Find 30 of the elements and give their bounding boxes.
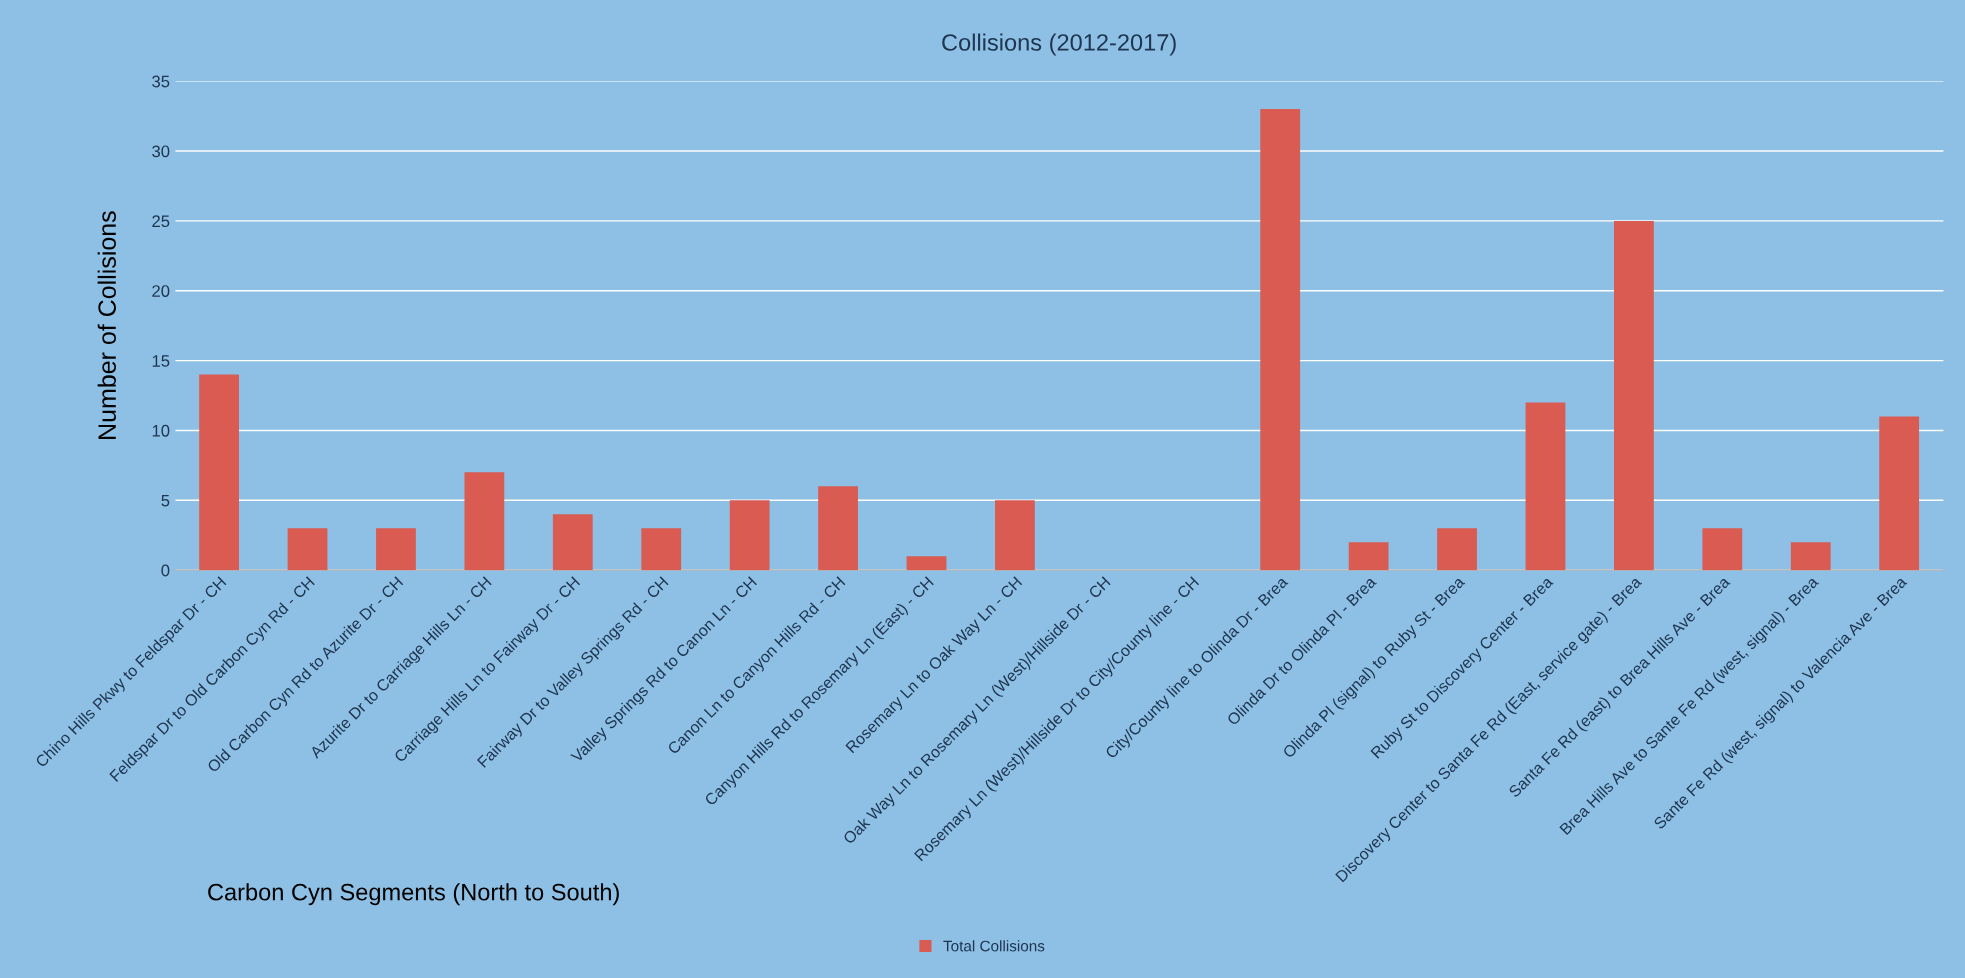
- y-tick-label: 30: [152, 145, 170, 158]
- bar: [818, 486, 858, 571]
- chart-title: Collisions (2012-2017): [942, 33, 1176, 56]
- bar: [1348, 542, 1389, 571]
- x-axis-title: Carbon Cyn Segments (North to South): [208, 883, 619, 906]
- bar: [906, 556, 947, 571]
- bar: [464, 472, 505, 571]
- legend-label: Total Collisions: [943, 940, 1045, 952]
- bar: [1437, 528, 1477, 571]
- bar: [1260, 109, 1301, 571]
- y-tick-label: 25: [152, 215, 170, 228]
- bar: [1879, 416, 1920, 571]
- bar: [376, 528, 416, 571]
- bar: [1525, 402, 1566, 571]
- bar: [641, 528, 682, 571]
- y-tick-label: 0: [161, 564, 170, 577]
- bar: [199, 374, 239, 571]
- bar: [552, 514, 593, 571]
- y-tick-label: 10: [152, 424, 170, 437]
- bar: [729, 500, 770, 571]
- y-tick-label: 20: [152, 285, 170, 297]
- y-tick-label: 35: [152, 75, 170, 88]
- bar: [287, 528, 328, 571]
- bar: [1614, 220, 1654, 571]
- y-tick-label: 5: [161, 494, 170, 507]
- bar: [995, 500, 1035, 571]
- y-axis-title: Number of Collisions: [97, 211, 116, 439]
- y-tick-label: 15: [152, 355, 170, 367]
- bar: [1790, 542, 1831, 571]
- bar: [1702, 528, 1743, 571]
